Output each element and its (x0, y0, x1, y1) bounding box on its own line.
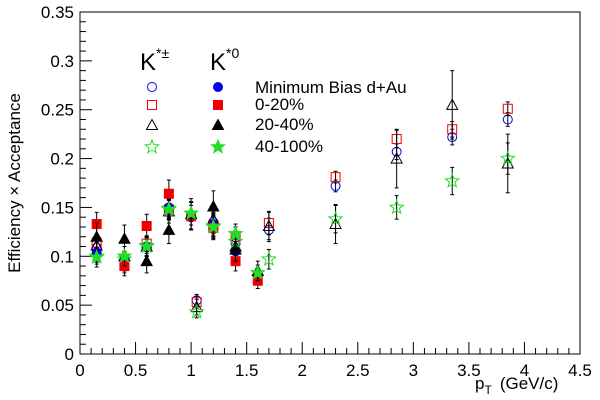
data-point (163, 188, 174, 199)
data-point (249, 264, 266, 280)
plot-frame (79, 11, 581, 355)
data-point (160, 200, 177, 217)
legend-marker-filled (210, 138, 226, 154)
legend-label-0-20: 0-20% (255, 95, 304, 114)
legend-label-20-40: 20-40% (255, 115, 314, 134)
y-tick-label: 0.35 (41, 3, 74, 22)
legend-marker-filled (213, 100, 223, 110)
legend-header-kstar-charged-sup: *± (156, 45, 169, 61)
data-point (90, 230, 104, 242)
legend-header-kstar-charged-k: K (140, 49, 156, 76)
data-point (227, 225, 244, 241)
data-point (138, 238, 155, 254)
y-tick-label: 0.15 (41, 198, 74, 217)
legend-label-minbias: Minimum Bias d+Au (255, 78, 407, 97)
data-point (162, 223, 176, 235)
legend-marker-filled (211, 118, 225, 130)
x-tick-label: 0.5 (124, 361, 148, 380)
legend-header-kstar-neutral-k: K (210, 49, 226, 76)
series (88, 199, 266, 282)
x-tick-label: 2 (297, 361, 306, 380)
data-point (327, 210, 344, 226)
legend-marker-open (145, 118, 159, 130)
legend-markers (144, 82, 226, 154)
y-tick-label: 0.1 (50, 247, 74, 266)
legend-label-40-100: 40-100% (255, 137, 323, 156)
data-point (116, 247, 133, 264)
x-tick-label: 0 (75, 361, 84, 380)
data-point (88, 248, 105, 265)
legend-marker-open (147, 82, 157, 92)
data-point (330, 172, 341, 183)
legend: K*± K*0 Minimum Bias d+Au 0-20% 20-40% 4… (140, 45, 407, 156)
data-point (502, 103, 513, 114)
x-tick-label: 4.5 (568, 361, 592, 380)
legend-marker-filled (213, 82, 223, 92)
x-tick-label: 1 (186, 361, 195, 380)
y-tick-label: 0.05 (41, 296, 74, 315)
data-point (188, 303, 205, 319)
axis-ticks (79, 11, 581, 355)
legend-marker-open (147, 100, 157, 110)
x-axis-title-p: p (475, 374, 484, 393)
data-point (140, 254, 154, 267)
legend-marker-open (144, 138, 160, 154)
series (90, 190, 265, 282)
data-point (390, 152, 404, 164)
x-axis-title-unit: (GeV/c) (500, 374, 559, 393)
y-axis-title: Efficiency × Acceptance (5, 93, 24, 273)
legend-header-kstar-neutral: K*0 (210, 45, 239, 76)
data-point (183, 204, 200, 221)
x-axis-title-sub: T (484, 383, 492, 397)
data-point (118, 232, 131, 244)
data-point (260, 250, 277, 267)
x-tick-label: 4 (520, 361, 529, 380)
data-points (88, 70, 516, 319)
series (88, 142, 516, 319)
legend-header-kstar-charged: K*± (140, 45, 169, 76)
data-point (206, 199, 220, 212)
y-tick-label: 0 (65, 345, 74, 364)
tick-labels: 0 0.5 1 1.5 2 2.5 3 3.5 4 4.5 0 0.05 0.1 0.15 0.2 0.25 0… (41, 3, 592, 380)
data-point (205, 218, 222, 234)
y-tick-label: 0.2 (50, 150, 74, 169)
y-tick-label: 0.25 (41, 101, 74, 120)
x-tick-label: 3.5 (457, 361, 481, 380)
data-point (262, 219, 276, 231)
data-point (445, 98, 459, 110)
x-tick-label: 2.5 (346, 361, 370, 380)
legend-header-kstar-neutral-sup: *0 (226, 45, 239, 61)
y-tick-label: 0.3 (50, 52, 74, 71)
x-tick-label: 1.5 (235, 361, 259, 380)
data-point (141, 220, 152, 231)
x-tick-label: 3 (409, 361, 418, 380)
data-point (229, 242, 242, 255)
data-point (388, 199, 405, 215)
data-point (499, 150, 516, 166)
data-point (444, 172, 461, 188)
x-axis-title: pT (GeV/c) (475, 374, 558, 397)
